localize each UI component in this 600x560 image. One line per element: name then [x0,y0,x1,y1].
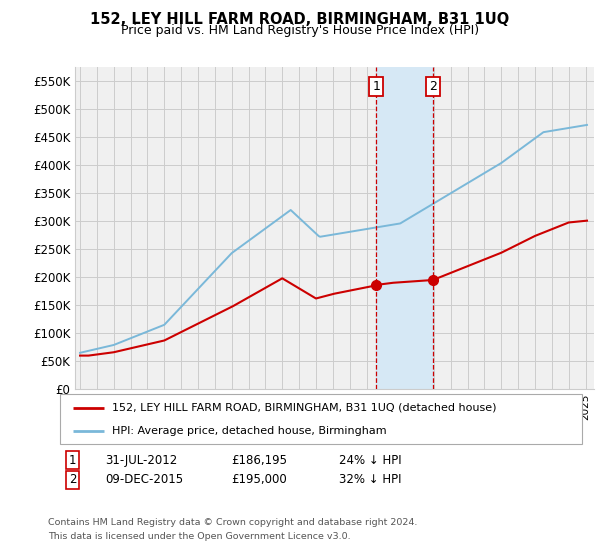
Text: 09-DEC-2015: 09-DEC-2015 [105,473,183,487]
Text: 152, LEY HILL FARM ROAD, BIRMINGHAM, B31 1UQ (detached house): 152, LEY HILL FARM ROAD, BIRMINGHAM, B31… [112,403,497,413]
Text: £195,000: £195,000 [231,473,287,487]
Text: 152, LEY HILL FARM ROAD, BIRMINGHAM, B31 1UQ: 152, LEY HILL FARM ROAD, BIRMINGHAM, B31… [91,12,509,27]
Bar [376,67,433,389]
Text: 31-JUL-2012: 31-JUL-2012 [105,454,177,467]
Text: 32% ↓ HPI: 32% ↓ HPI [339,473,401,487]
Text: Contains HM Land Registry data © Crown copyright and database right 2024.: Contains HM Land Registry data © Crown c… [48,518,418,527]
Text: 24% ↓ HPI: 24% ↓ HPI [339,454,401,467]
Text: 1: 1 [69,454,77,467]
Text: Price paid vs. HM Land Registry's House Price Index (HPI): Price paid vs. HM Land Registry's House … [121,24,479,37]
Text: This data is licensed under the Open Government Licence v3.0.: This data is licensed under the Open Gov… [48,532,350,541]
Text: 1: 1 [373,80,380,94]
Text: 2: 2 [69,473,77,487]
Text: £186,195: £186,195 [231,454,287,467]
Text: 2: 2 [429,80,437,94]
FancyBboxPatch shape [60,394,582,444]
Text: HPI: Average price, detached house, Birmingham: HPI: Average price, detached house, Birm… [112,426,387,436]
